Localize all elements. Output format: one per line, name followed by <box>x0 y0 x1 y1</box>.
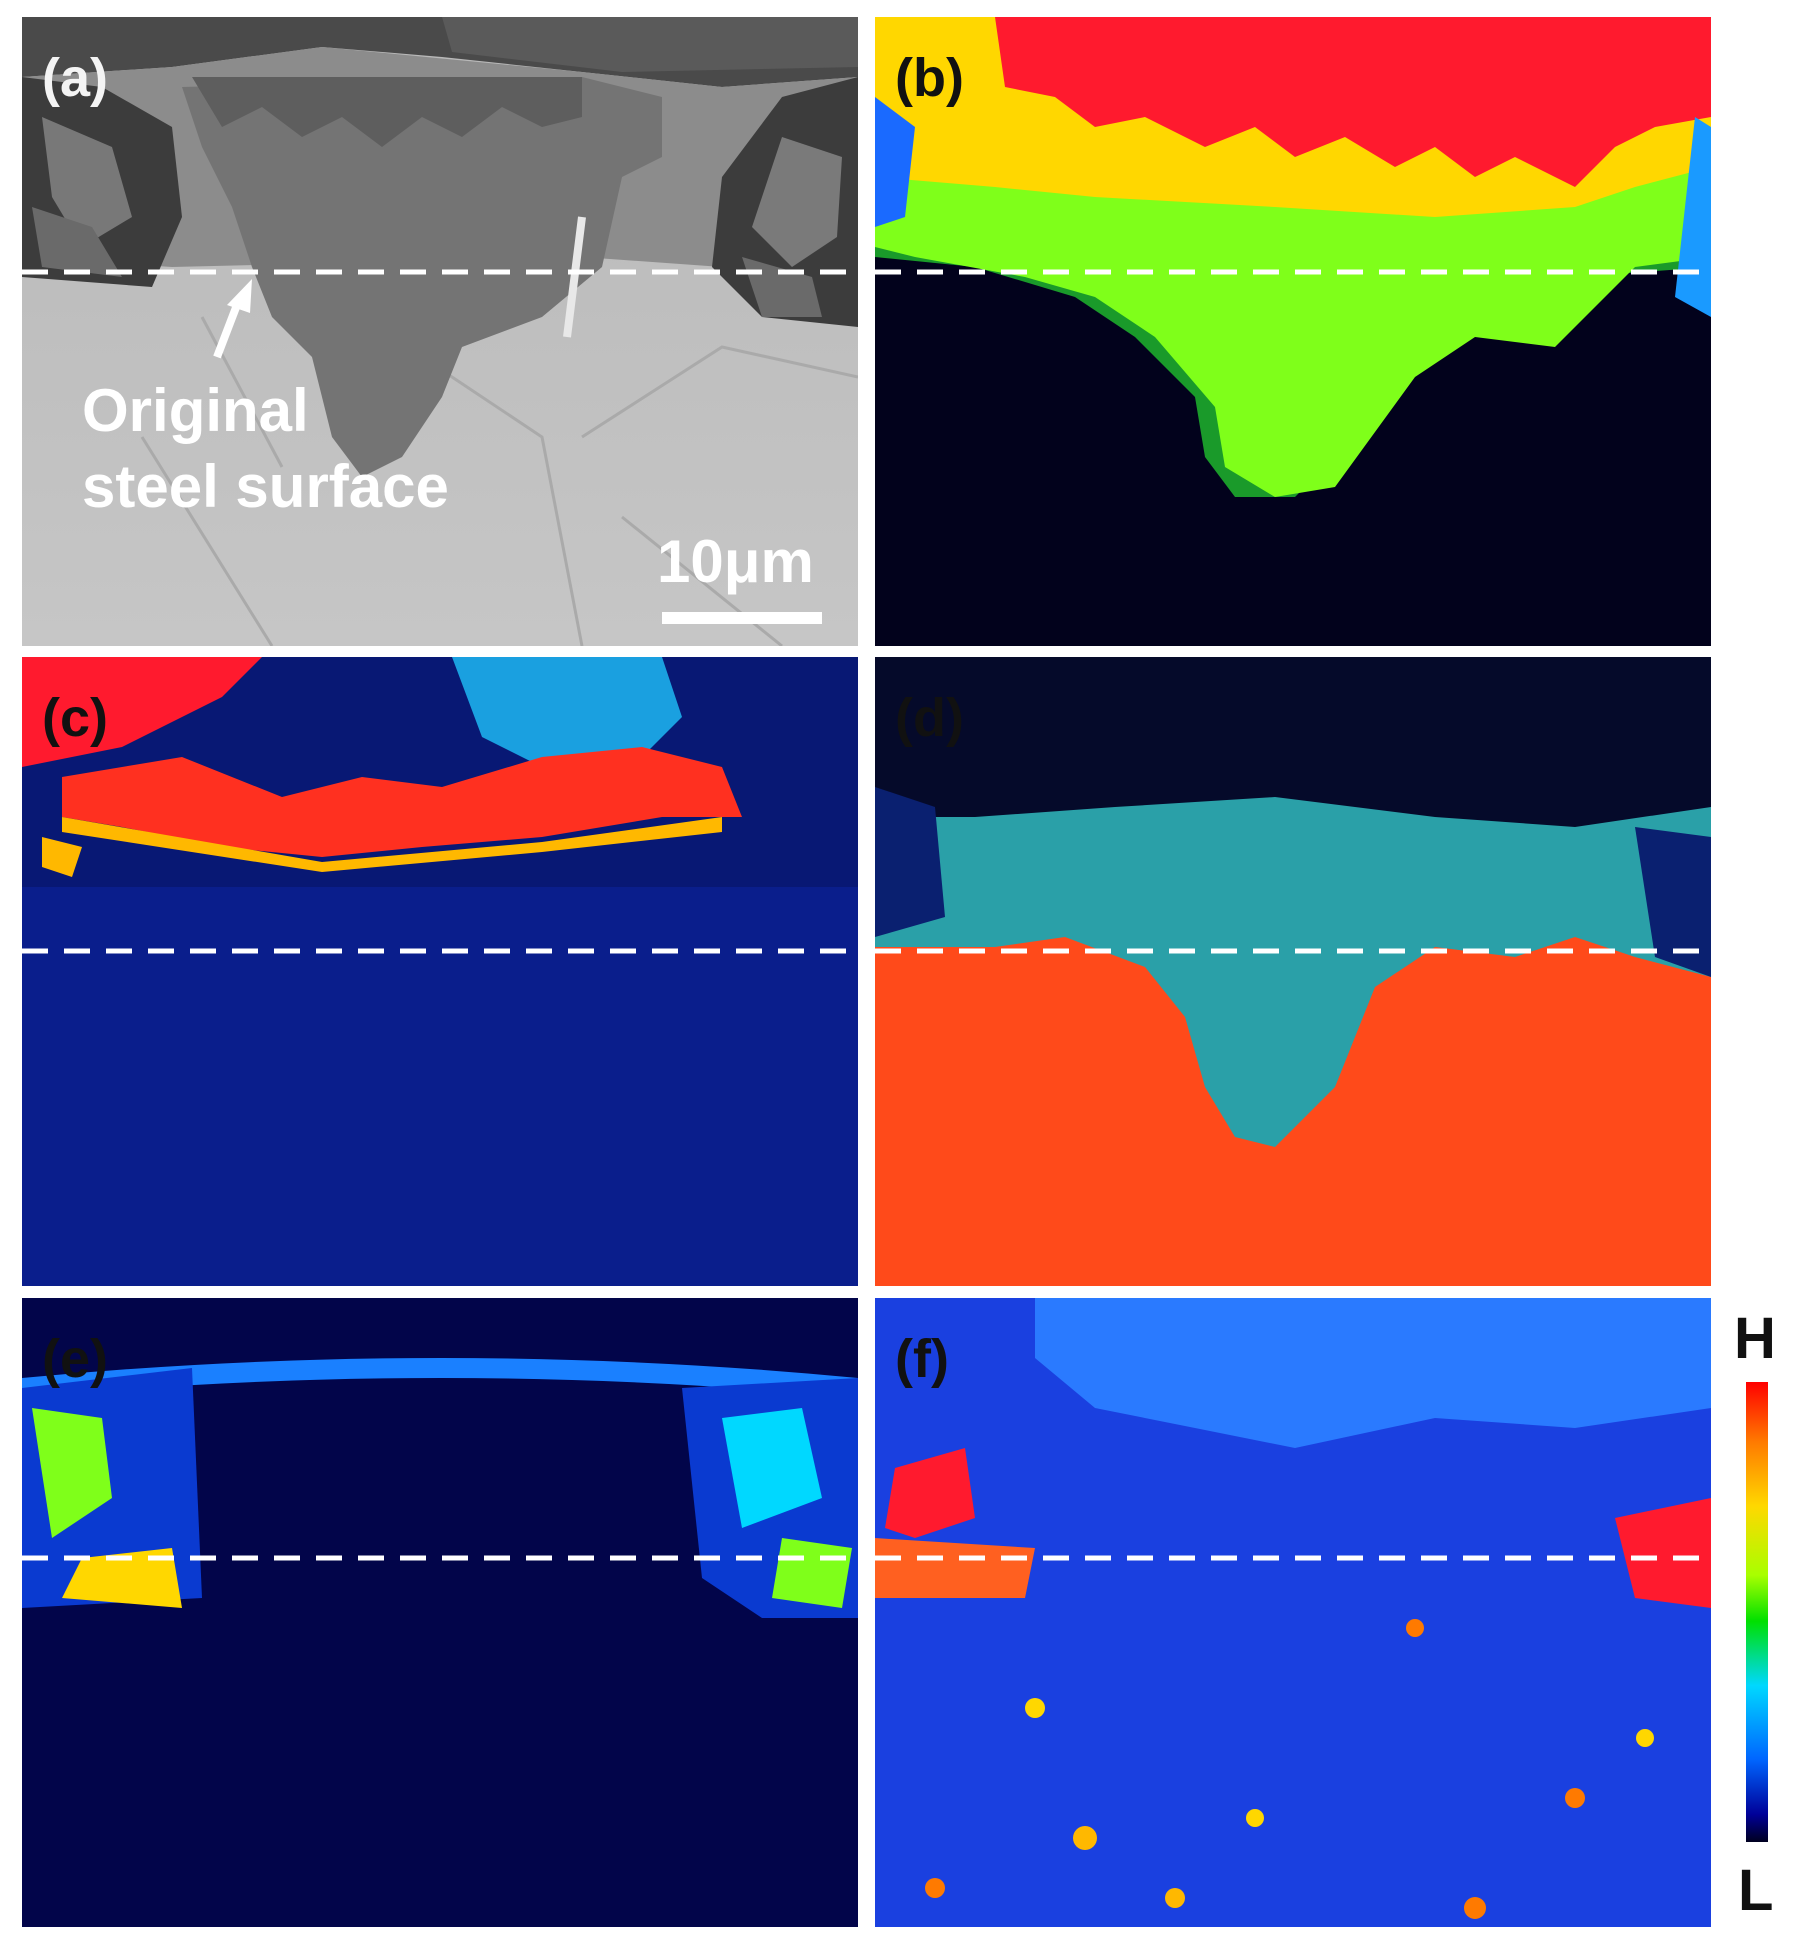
colorbar-high-label: H <box>1734 1306 1776 1371</box>
panel-f-element-map: (f) <box>875 1298 1711 1927</box>
scale-bar-label: 10μm <box>657 528 814 595</box>
panel-b-element-map: (b) <box>875 17 1711 646</box>
colorbar <box>1746 1382 1768 1842</box>
panel-d-element-map: (d) <box>875 657 1711 1286</box>
panel-c-label: (c) <box>42 688 108 748</box>
scale-bar <box>662 612 822 624</box>
panel-b-label: (b) <box>895 48 964 108</box>
panel-a-label: (a) <box>42 48 108 108</box>
annotation-line-2: steel surface <box>82 453 449 520</box>
colorbar-low-label: L <box>1738 1858 1774 1923</box>
original-surface-annotation: Original steel surface <box>82 373 449 525</box>
panel-e-label: (e) <box>42 1329 108 1389</box>
element-map-b <box>875 17 1711 646</box>
element-map-c <box>22 657 858 1286</box>
panel-f-label: (f) <box>895 1329 949 1389</box>
annotation-line-1: Original <box>82 377 309 444</box>
element-map-d <box>875 657 1711 1286</box>
panel-d-label: (d) <box>895 688 964 748</box>
panel-e-element-map: (e) <box>22 1298 858 1927</box>
sem-image <box>22 17 858 646</box>
element-map-e <box>22 1298 858 1927</box>
element-map-f <box>875 1298 1711 1927</box>
panel-a-sem-image: (a) Original steel surface 10μm <box>22 17 858 646</box>
panel-c-element-map: (c) <box>22 657 858 1286</box>
